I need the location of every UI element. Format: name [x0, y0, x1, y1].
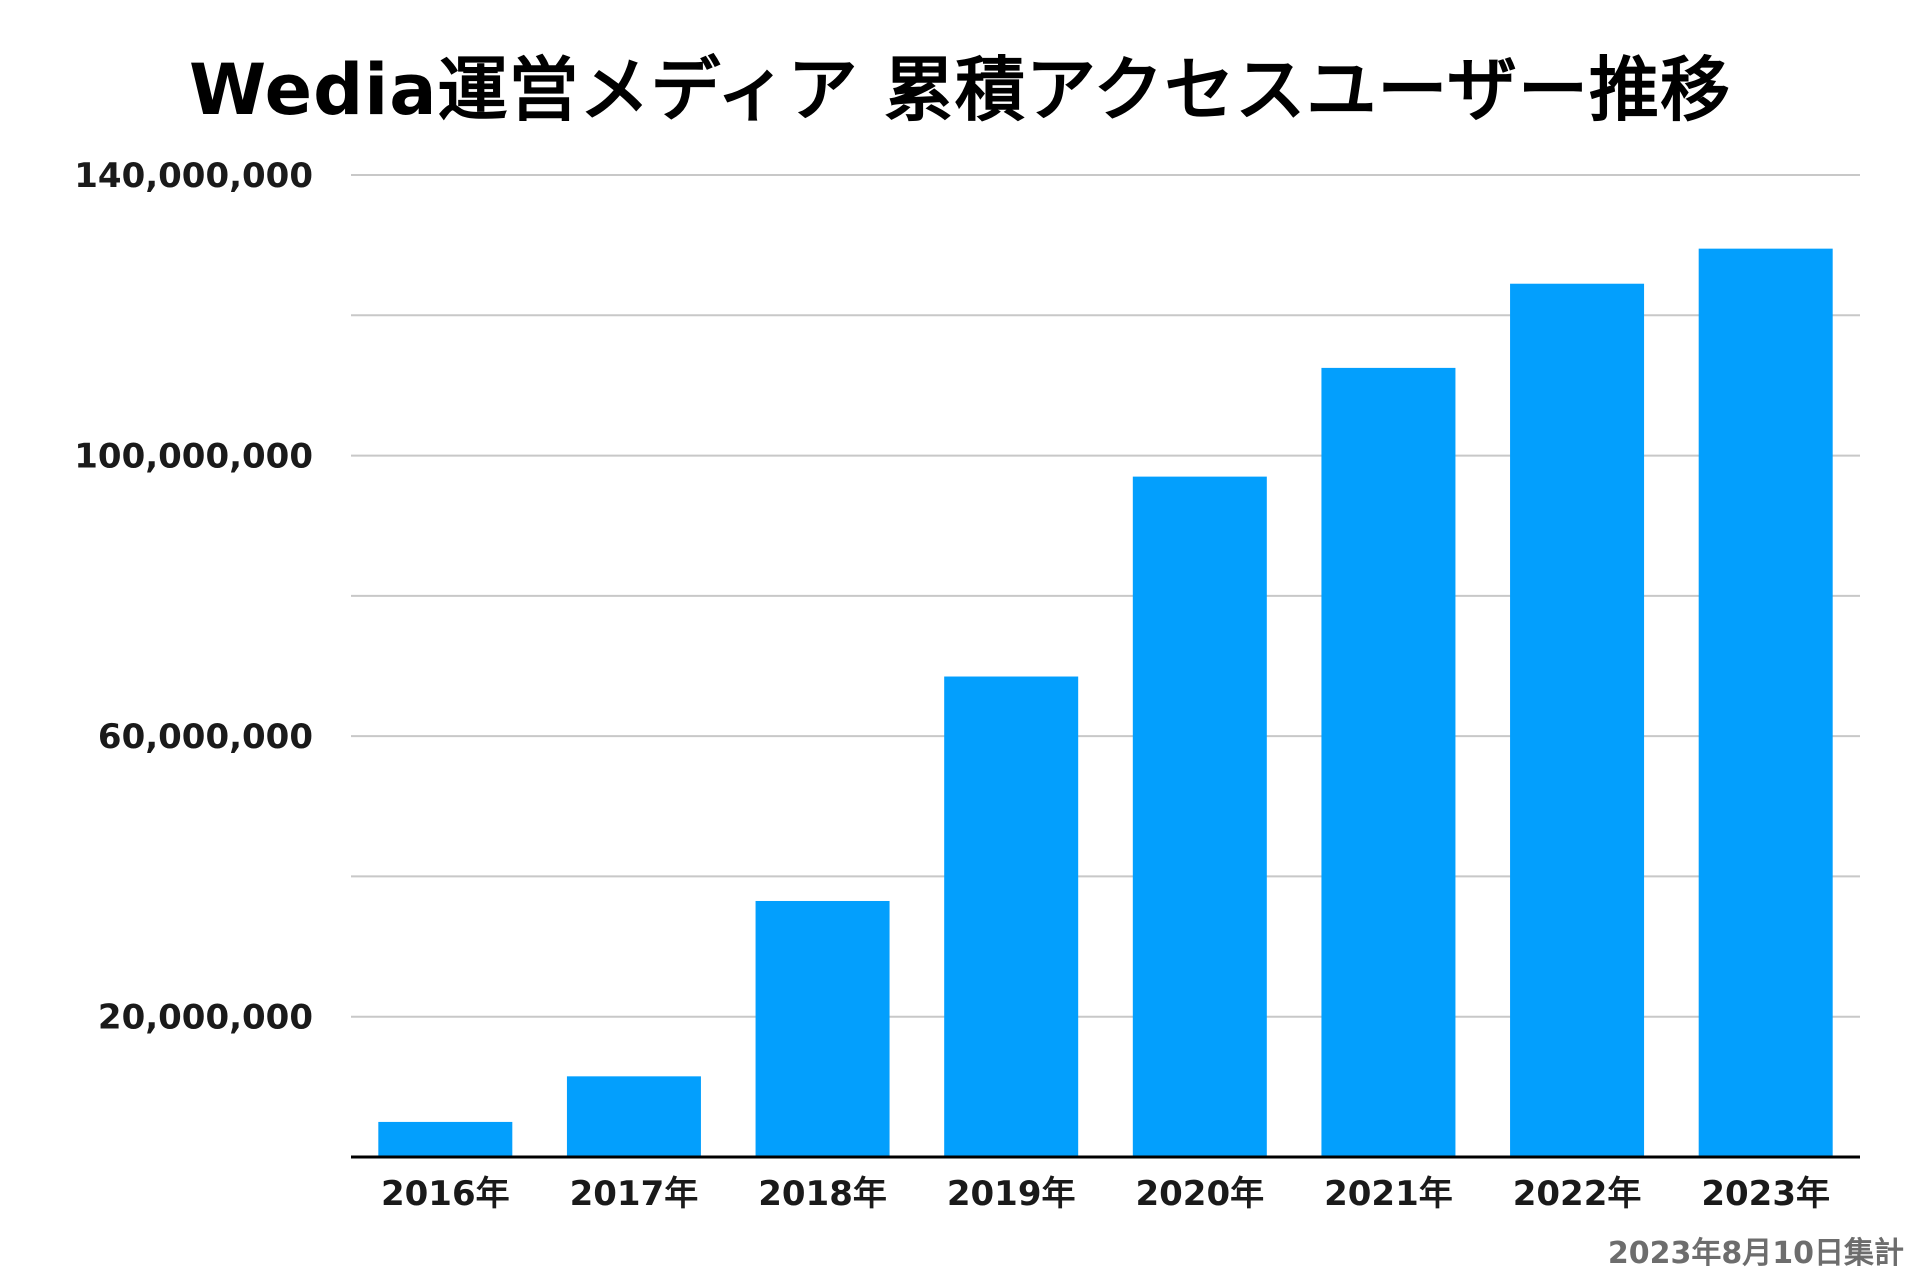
- x-tick-label: 2020年: [1135, 1174, 1264, 1214]
- bar-2016年: [378, 1121, 513, 1157]
- footnote-date: 2023年8月10日集計: [1607, 1236, 1904, 1271]
- bar-2018年: [755, 900, 890, 1157]
- bar-2020年: [1132, 476, 1267, 1158]
- bar-2017年: [566, 1076, 701, 1157]
- y-axis-tick-labels: 20,000,000 60,000,000 100,000,000 140,000,0…: [74, 156, 313, 1038]
- x-tick-label: 2016年: [381, 1174, 510, 1214]
- x-axis-tick-labels: 2016年 2017年 2018年 2019年 2020年 2021年 2022年 2023年: [381, 1174, 1830, 1214]
- y-tick-label: 140,000,000: [74, 156, 313, 196]
- x-tick-label: 2023年: [1701, 1174, 1830, 1214]
- x-tick-label: 2018年: [758, 1174, 887, 1214]
- y-tick-label: 100,000,000: [74, 437, 313, 477]
- y-tick-label: 20,000,000: [98, 998, 313, 1038]
- bar-2023年: [1698, 248, 1833, 1157]
- y-tick-label: 60,000,000: [98, 717, 313, 757]
- bar-2019年: [944, 676, 1079, 1157]
- x-tick-label: 2021年: [1324, 1174, 1453, 1214]
- bars: [378, 248, 1833, 1158]
- bar-2022年: [1510, 283, 1645, 1157]
- x-tick-label: 2022年: [1513, 1174, 1642, 1214]
- bar-2021年: [1321, 367, 1456, 1158]
- chart-title: Wedia運営メディア 累積アクセスユーザー推移: [188, 49, 1732, 131]
- x-tick-label: 2017年: [570, 1174, 699, 1214]
- x-tick-label: 2019年: [947, 1174, 1076, 1214]
